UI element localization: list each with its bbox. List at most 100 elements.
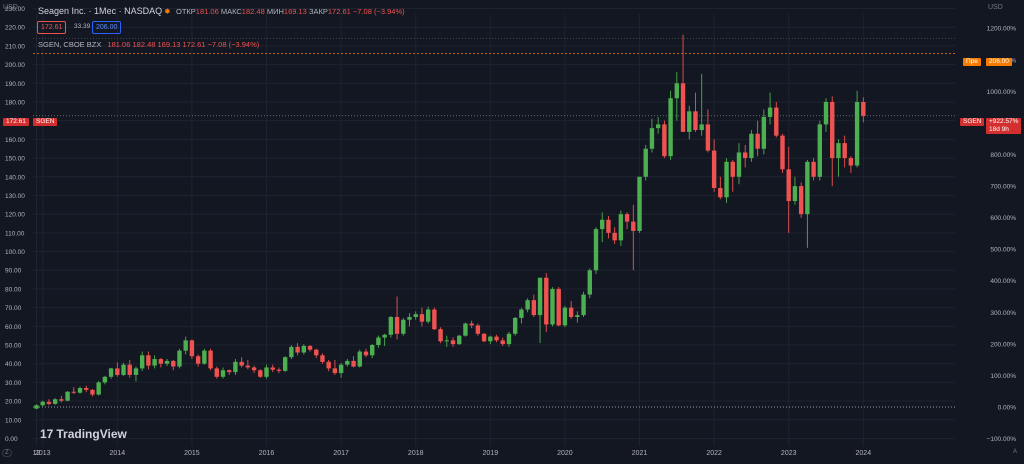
sell-button[interactable]: 172.61 [37, 21, 67, 34]
candle-body [139, 355, 145, 369]
candle-body [730, 161, 735, 177]
y-tick-left: 70.00 [5, 305, 22, 312]
candle-body [320, 355, 325, 362]
candle-body [133, 368, 139, 375]
candle-body [842, 143, 847, 159]
candle-body [624, 214, 630, 222]
y-tick-left: 200.00 [5, 62, 25, 69]
candle-body [494, 336, 499, 341]
timezone-icon[interactable]: Z [2, 449, 12, 457]
candle-body [438, 329, 443, 342]
candle-body [444, 340, 449, 342]
compare-legend[interactable]: SGEN, CBOE BZX 181.06 182.48 169.13 172.… [38, 40, 259, 49]
candle-body [643, 148, 648, 177]
candle-body [798, 186, 804, 215]
x-tick: 2015 [184, 450, 200, 457]
order-price-tag[interactable]: 206.00 [986, 58, 1012, 66]
watermark-text: TradingView [56, 427, 127, 441]
candle-body [469, 323, 474, 326]
left-price-value: 172.61 [6, 118, 26, 125]
candle-body [512, 317, 518, 334]
y-tick-left: 30.00 [5, 380, 22, 387]
left-price-tag: 172.61 [3, 118, 29, 126]
candle-body [171, 360, 176, 367]
candle-body [413, 314, 418, 317]
candle-body [183, 340, 188, 351]
candle-body [90, 389, 95, 395]
symbol-title[interactable]: Seagen Inc. · 1Мес · NASDAQ [38, 6, 163, 16]
high-label: МАКС [220, 7, 242, 16]
candle-body [370, 345, 375, 356]
candle-body [239, 361, 244, 366]
y-tick-left: 180.00 [5, 99, 25, 106]
candle-body [830, 101, 835, 159]
candle-body [295, 346, 300, 353]
candle-body [805, 161, 810, 215]
candle-body [655, 124, 661, 129]
x-tick: 2013 [35, 450, 51, 457]
spread-value: 33.39 [74, 23, 91, 30]
candle-body [71, 391, 76, 393]
market-status-icon: ✸ [164, 7, 171, 16]
candle-body [817, 124, 822, 177]
y-tick-left: 230.00 [5, 6, 25, 13]
candle-body [276, 369, 282, 371]
y-tick-left: 190.00 [5, 81, 25, 88]
candle-body [618, 214, 624, 241]
candle-body [202, 350, 207, 364]
x-tick: 12 [33, 450, 41, 457]
candle-body [59, 399, 64, 401]
x-tick: 2020 [557, 450, 573, 457]
candle-body [699, 124, 704, 131]
candle-body [425, 309, 431, 322]
candle-body [220, 370, 226, 377]
x-tick: 2023 [781, 450, 797, 457]
candle-body [693, 111, 698, 131]
y-tick-right: 0.00% [998, 404, 1017, 411]
order-label-tag[interactable]: Пре [963, 58, 981, 66]
open-label: ОТКР [176, 7, 196, 16]
y-tick-left: 40.00 [5, 361, 22, 368]
candle-body [519, 309, 524, 318]
candle-body [848, 158, 854, 166]
x-tick: 2016 [259, 450, 275, 457]
auto-scale-button[interactable]: A [1013, 449, 1018, 455]
candle-body [432, 309, 437, 330]
candle-body [127, 364, 132, 375]
candle-body [326, 361, 331, 369]
candle-body [214, 368, 219, 377]
candle-body [108, 368, 114, 377]
candle-body [102, 376, 108, 383]
candle-body [687, 111, 692, 132]
candle-body [282, 357, 288, 371]
y-tick-right: 1200.00% [987, 26, 1016, 33]
change-value: −7.08 (−3.94%) [352, 7, 405, 16]
y-tick-right: 800.00% [990, 152, 1016, 159]
y-tick-left: 60.00 [5, 324, 22, 331]
candle-body [637, 176, 642, 231]
candle-body [77, 388, 83, 393]
candle-body [65, 391, 70, 401]
candle-body [811, 161, 816, 177]
candle-body [749, 133, 754, 159]
buy-button[interactable]: 206.00 [92, 21, 122, 34]
candle-body [668, 98, 673, 157]
candle-body [289, 346, 294, 358]
candle-body [631, 221, 636, 231]
candle-body [146, 355, 151, 366]
candle-body [407, 316, 412, 320]
candle-body [544, 277, 549, 325]
candle-body [836, 143, 841, 159]
ohlc-readout: ОТКР181.06 МАКС182.48 МИН169.13 ЗАКР172.… [176, 7, 405, 16]
candle-body [680, 83, 686, 132]
candle-body [52, 399, 58, 404]
candle-body [158, 359, 164, 364]
left-symbol-label: SGEN [36, 118, 55, 125]
y-tick-left: 50.00 [5, 343, 22, 350]
candle-body [705, 124, 711, 151]
y-tick-left: 210.00 [5, 43, 25, 50]
candle-body [718, 187, 723, 198]
currency-label-left: USD [3, 4, 18, 11]
